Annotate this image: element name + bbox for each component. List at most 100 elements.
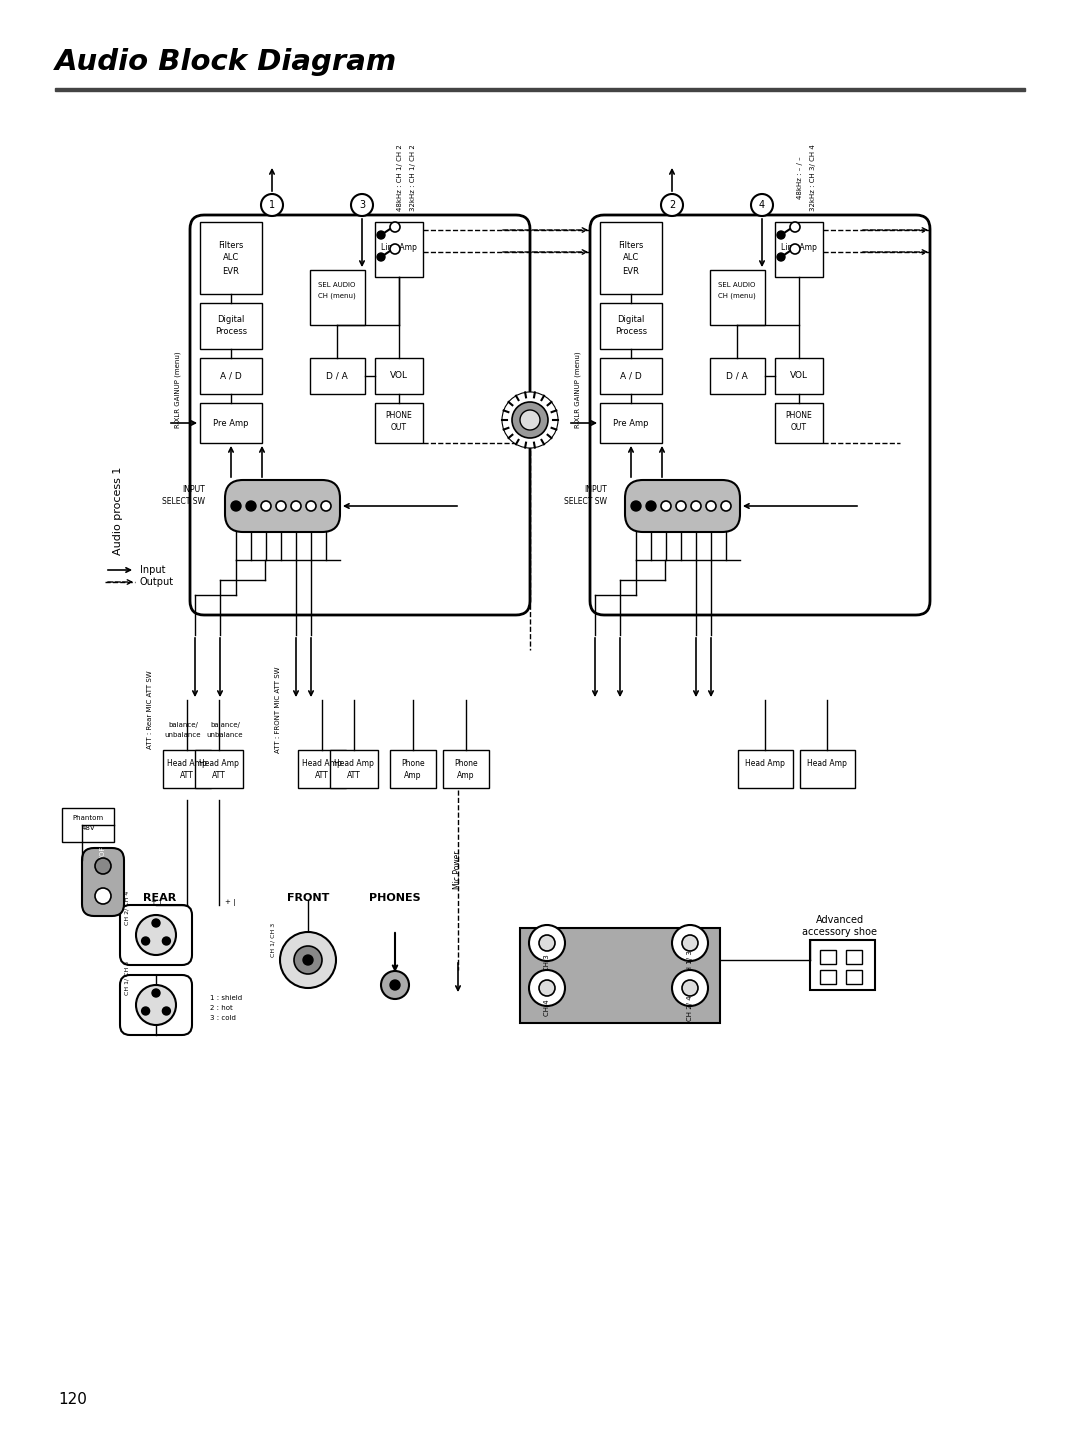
Text: Line Amp: Line Amp (381, 243, 417, 252)
Text: Input: Input (140, 566, 165, 576)
Bar (200, 304, 262, 350)
FancyBboxPatch shape (120, 905, 192, 966)
Text: R-XLR GAINUP (menu): R-XLR GAINUP (menu) (175, 351, 181, 429)
Circle shape (95, 858, 111, 873)
Bar (820, 950, 836, 964)
Bar (310, 271, 365, 325)
Circle shape (681, 980, 698, 996)
Text: CH 1/ 3: CH 1/ 3 (687, 950, 693, 976)
Text: VOL: VOL (789, 371, 808, 380)
Circle shape (377, 232, 384, 239)
Text: Head Amp: Head Amp (334, 758, 374, 767)
Circle shape (681, 935, 698, 951)
Circle shape (162, 1007, 171, 1014)
Bar (710, 358, 765, 394)
Bar (600, 304, 662, 350)
Circle shape (141, 937, 150, 945)
Text: unbalance: unbalance (165, 732, 201, 738)
Text: FRONT: FRONT (287, 894, 329, 904)
Circle shape (261, 501, 271, 511)
Text: Head Amp: Head Amp (167, 758, 207, 767)
Circle shape (294, 945, 322, 974)
Text: ATT : Rear MIC ATT SW: ATT : Rear MIC ATT SW (147, 671, 153, 750)
Circle shape (519, 410, 540, 430)
Text: ATT : FRONT MIC ATT SW: ATT : FRONT MIC ATT SW (275, 666, 281, 753)
Text: D / A: D / A (726, 371, 747, 380)
Bar (200, 403, 262, 443)
Circle shape (502, 391, 558, 448)
Text: CH 2/ CH 4: CH 2/ CH 4 (124, 891, 130, 925)
Text: 2: 2 (669, 200, 675, 210)
Circle shape (672, 925, 708, 961)
Circle shape (141, 1007, 150, 1014)
Text: 2 : hot: 2 : hot (210, 1004, 233, 1012)
Text: REAR: REAR (144, 894, 177, 904)
Bar (298, 750, 346, 789)
Text: ALC: ALC (623, 253, 639, 262)
Text: ATT: ATT (212, 771, 226, 780)
Text: EVR: EVR (222, 266, 240, 275)
Bar (820, 970, 836, 984)
Bar (846, 950, 862, 964)
Circle shape (152, 920, 160, 927)
Text: ATT: ATT (347, 771, 361, 780)
Circle shape (321, 501, 330, 511)
Text: SEL AUDIO: SEL AUDIO (319, 282, 355, 288)
Circle shape (390, 980, 400, 990)
Text: ON/OFF: ON/OFF (100, 842, 106, 868)
Bar (62, 809, 114, 842)
Circle shape (246, 501, 256, 511)
Circle shape (390, 245, 400, 255)
Text: Mic Power: Mic Power (454, 850, 462, 889)
Bar (775, 403, 823, 443)
Circle shape (777, 253, 785, 260)
Text: PHONE: PHONE (785, 412, 812, 420)
Circle shape (136, 986, 176, 1025)
Text: D / A: D / A (326, 371, 348, 380)
Circle shape (721, 501, 731, 511)
Text: Digital: Digital (217, 315, 245, 324)
Text: Head Amp: Head Amp (302, 758, 342, 767)
FancyBboxPatch shape (625, 481, 740, 532)
Text: 48kHz : – / –: 48kHz : – / – (797, 157, 804, 200)
Circle shape (751, 194, 773, 216)
Bar (443, 750, 489, 789)
Text: Head Amp: Head Amp (745, 758, 785, 767)
Text: CH (menu): CH (menu) (718, 292, 756, 299)
Text: INPUT: INPUT (584, 485, 607, 495)
Text: 1: 1 (269, 200, 275, 210)
Circle shape (676, 501, 686, 511)
Text: Process: Process (615, 328, 647, 337)
Bar (810, 940, 875, 990)
Text: Amp: Amp (457, 771, 475, 780)
Text: OUT: OUT (791, 423, 807, 433)
Circle shape (377, 253, 384, 260)
Circle shape (261, 194, 283, 216)
Circle shape (152, 989, 160, 997)
Text: Digital: Digital (618, 315, 645, 324)
Circle shape (381, 971, 409, 999)
Text: PHONES: PHONES (369, 894, 421, 904)
Circle shape (280, 932, 336, 989)
FancyBboxPatch shape (225, 481, 340, 532)
Text: CH 3: CH 3 (544, 954, 550, 971)
Circle shape (162, 937, 171, 945)
Text: 4: 4 (759, 200, 765, 210)
Text: unbalance: unbalance (206, 732, 243, 738)
Text: Phone: Phone (401, 758, 424, 767)
Circle shape (646, 501, 656, 511)
Text: Head Amp: Head Amp (199, 758, 239, 767)
Bar (800, 750, 855, 789)
Text: Audio Block Diagram: Audio Block Diagram (55, 47, 397, 76)
Text: CH 1/ CH 3: CH 1/ CH 3 (270, 922, 275, 957)
Bar (375, 403, 423, 443)
Bar (600, 358, 662, 394)
Bar (195, 750, 243, 789)
Text: 1 : shield: 1 : shield (210, 994, 242, 1002)
Text: Head Amp: Head Amp (807, 758, 847, 767)
Text: Output: Output (140, 577, 174, 587)
Text: VOL: VOL (390, 371, 408, 380)
Text: Process: Process (215, 328, 247, 337)
Text: Advanced: Advanced (815, 915, 864, 925)
Bar (163, 750, 211, 789)
